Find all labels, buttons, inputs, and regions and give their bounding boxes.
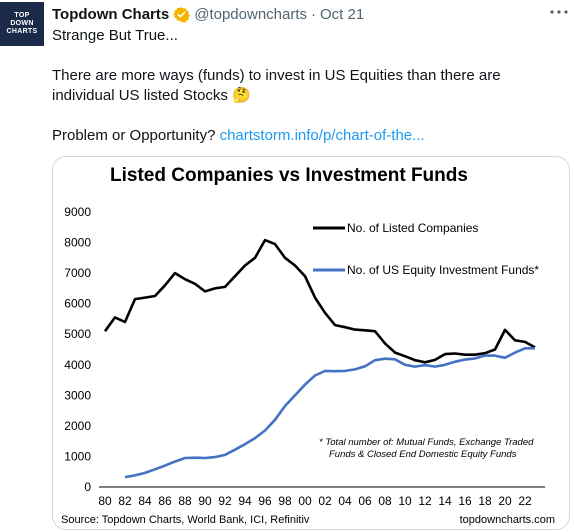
x-tick-label: 90	[198, 494, 212, 508]
y-tick-label: 0	[84, 480, 91, 494]
y-tick-label: 7000	[64, 266, 91, 280]
tweet-text: Strange But True... There are more ways …	[52, 26, 568, 146]
header-separator: ·	[311, 5, 317, 23]
x-tick-label: 84	[138, 494, 152, 508]
chart-watermark: topdowncharts.com	[460, 514, 555, 526]
x-tick-label: 10	[398, 494, 412, 508]
series-layer	[103, 238, 536, 479]
y-tick-label: 5000	[64, 327, 91, 341]
x-tick-label: 18	[478, 494, 492, 508]
tweet-line-4: Problem or Opportunity? chartstorm.info/…	[52, 126, 568, 146]
x-tick-label: 14	[438, 494, 452, 508]
chart-title: Listed Companies vs Investment Funds	[110, 165, 468, 186]
annotation-line-2: Funds & Closed End Domestic Equity Funds	[329, 449, 517, 460]
x-tick-label: 80	[98, 494, 112, 508]
tweet-line-4-prefix: Problem or Opportunity?	[52, 127, 220, 144]
x-tick-label: 06	[358, 494, 372, 508]
legend-label-listed: No. of Listed Companies	[347, 221, 478, 235]
y-tick-label: 8000	[64, 236, 91, 250]
y-tick-label: 2000	[64, 419, 91, 433]
x-tick-label: 92	[218, 494, 232, 508]
y-tick-label: 6000	[64, 297, 91, 311]
x-tick-label: 82	[118, 494, 132, 508]
x-tick-label: 88	[178, 494, 192, 508]
legend-label-funds: No. of US Equity Investment Funds*	[347, 263, 539, 277]
x-tick-label: 12	[418, 494, 432, 508]
y-tick-label: 9000	[64, 205, 91, 219]
x-tick-label: 86	[158, 494, 172, 508]
tweet-line-3: individual US listed Stocks 🤔	[52, 87, 251, 104]
x-tick-label: 00	[298, 494, 312, 508]
x-tick-label: 16	[458, 494, 472, 508]
chart-svg: Listed Companies vs Investment Funds 0 10…	[61, 165, 555, 526]
x-tick-label: 02	[318, 494, 332, 508]
x-tick-label: 08	[378, 494, 392, 508]
tweet-line-1: Strange But True...	[52, 27, 178, 44]
x-tick-label: 98	[278, 494, 292, 508]
chart-source: Source: Topdown Charts, World Bank, ICI,…	[61, 514, 310, 526]
tweet-date[interactable]: Oct 21	[320, 5, 365, 23]
series-line-investment-funds	[124, 347, 535, 479]
avatar[interactable]: TOP DOWN CHARTS	[0, 2, 44, 46]
x-axis-ticks: 80 82 84 86 88 90 92 94 96 98 00 02 04 06 08 10 12 14 16 18…	[98, 494, 532, 508]
more-options-icon[interactable]	[548, 4, 570, 20]
tweet-header: Topdown Charts @topdowncharts · Oct 21	[52, 4, 364, 24]
annotation-line-1: * Total number of: Mutual Funds, Exchang…	[319, 437, 534, 448]
x-tick-label: 04	[338, 494, 352, 508]
x-tick-label: 22	[518, 494, 532, 508]
x-tick-label: 20	[498, 494, 512, 508]
chart-image[interactable]: Listed Companies vs Investment Funds 0 10…	[52, 156, 570, 530]
y-tick-label: 3000	[64, 388, 91, 402]
article-link[interactable]: chartstorm.info/p/chart-of-the...	[219, 127, 425, 144]
verified-badge-icon	[173, 6, 191, 23]
series-line-listed-companies	[103, 238, 536, 364]
author-name[interactable]: Topdown Charts	[52, 5, 170, 23]
x-tick-label: 94	[238, 494, 252, 508]
tweet-line-2: There are more ways (funds) to invest in…	[52, 67, 501, 84]
x-tick-label: 96	[258, 494, 272, 508]
y-tick-label: 1000	[64, 449, 91, 463]
avatar-text-line-3: CHARTS	[6, 28, 38, 35]
avatar-text-line-2: DOWN	[10, 20, 34, 27]
y-tick-label: 4000	[64, 358, 91, 372]
avatar-text-line-1: TOP	[14, 12, 30, 19]
y-axis-ticks: 0 1000 2000 3000 4000 5000 6000 7000 8000 9000	[64, 205, 91, 494]
author-handle[interactable]: @topdowncharts	[194, 5, 308, 23]
